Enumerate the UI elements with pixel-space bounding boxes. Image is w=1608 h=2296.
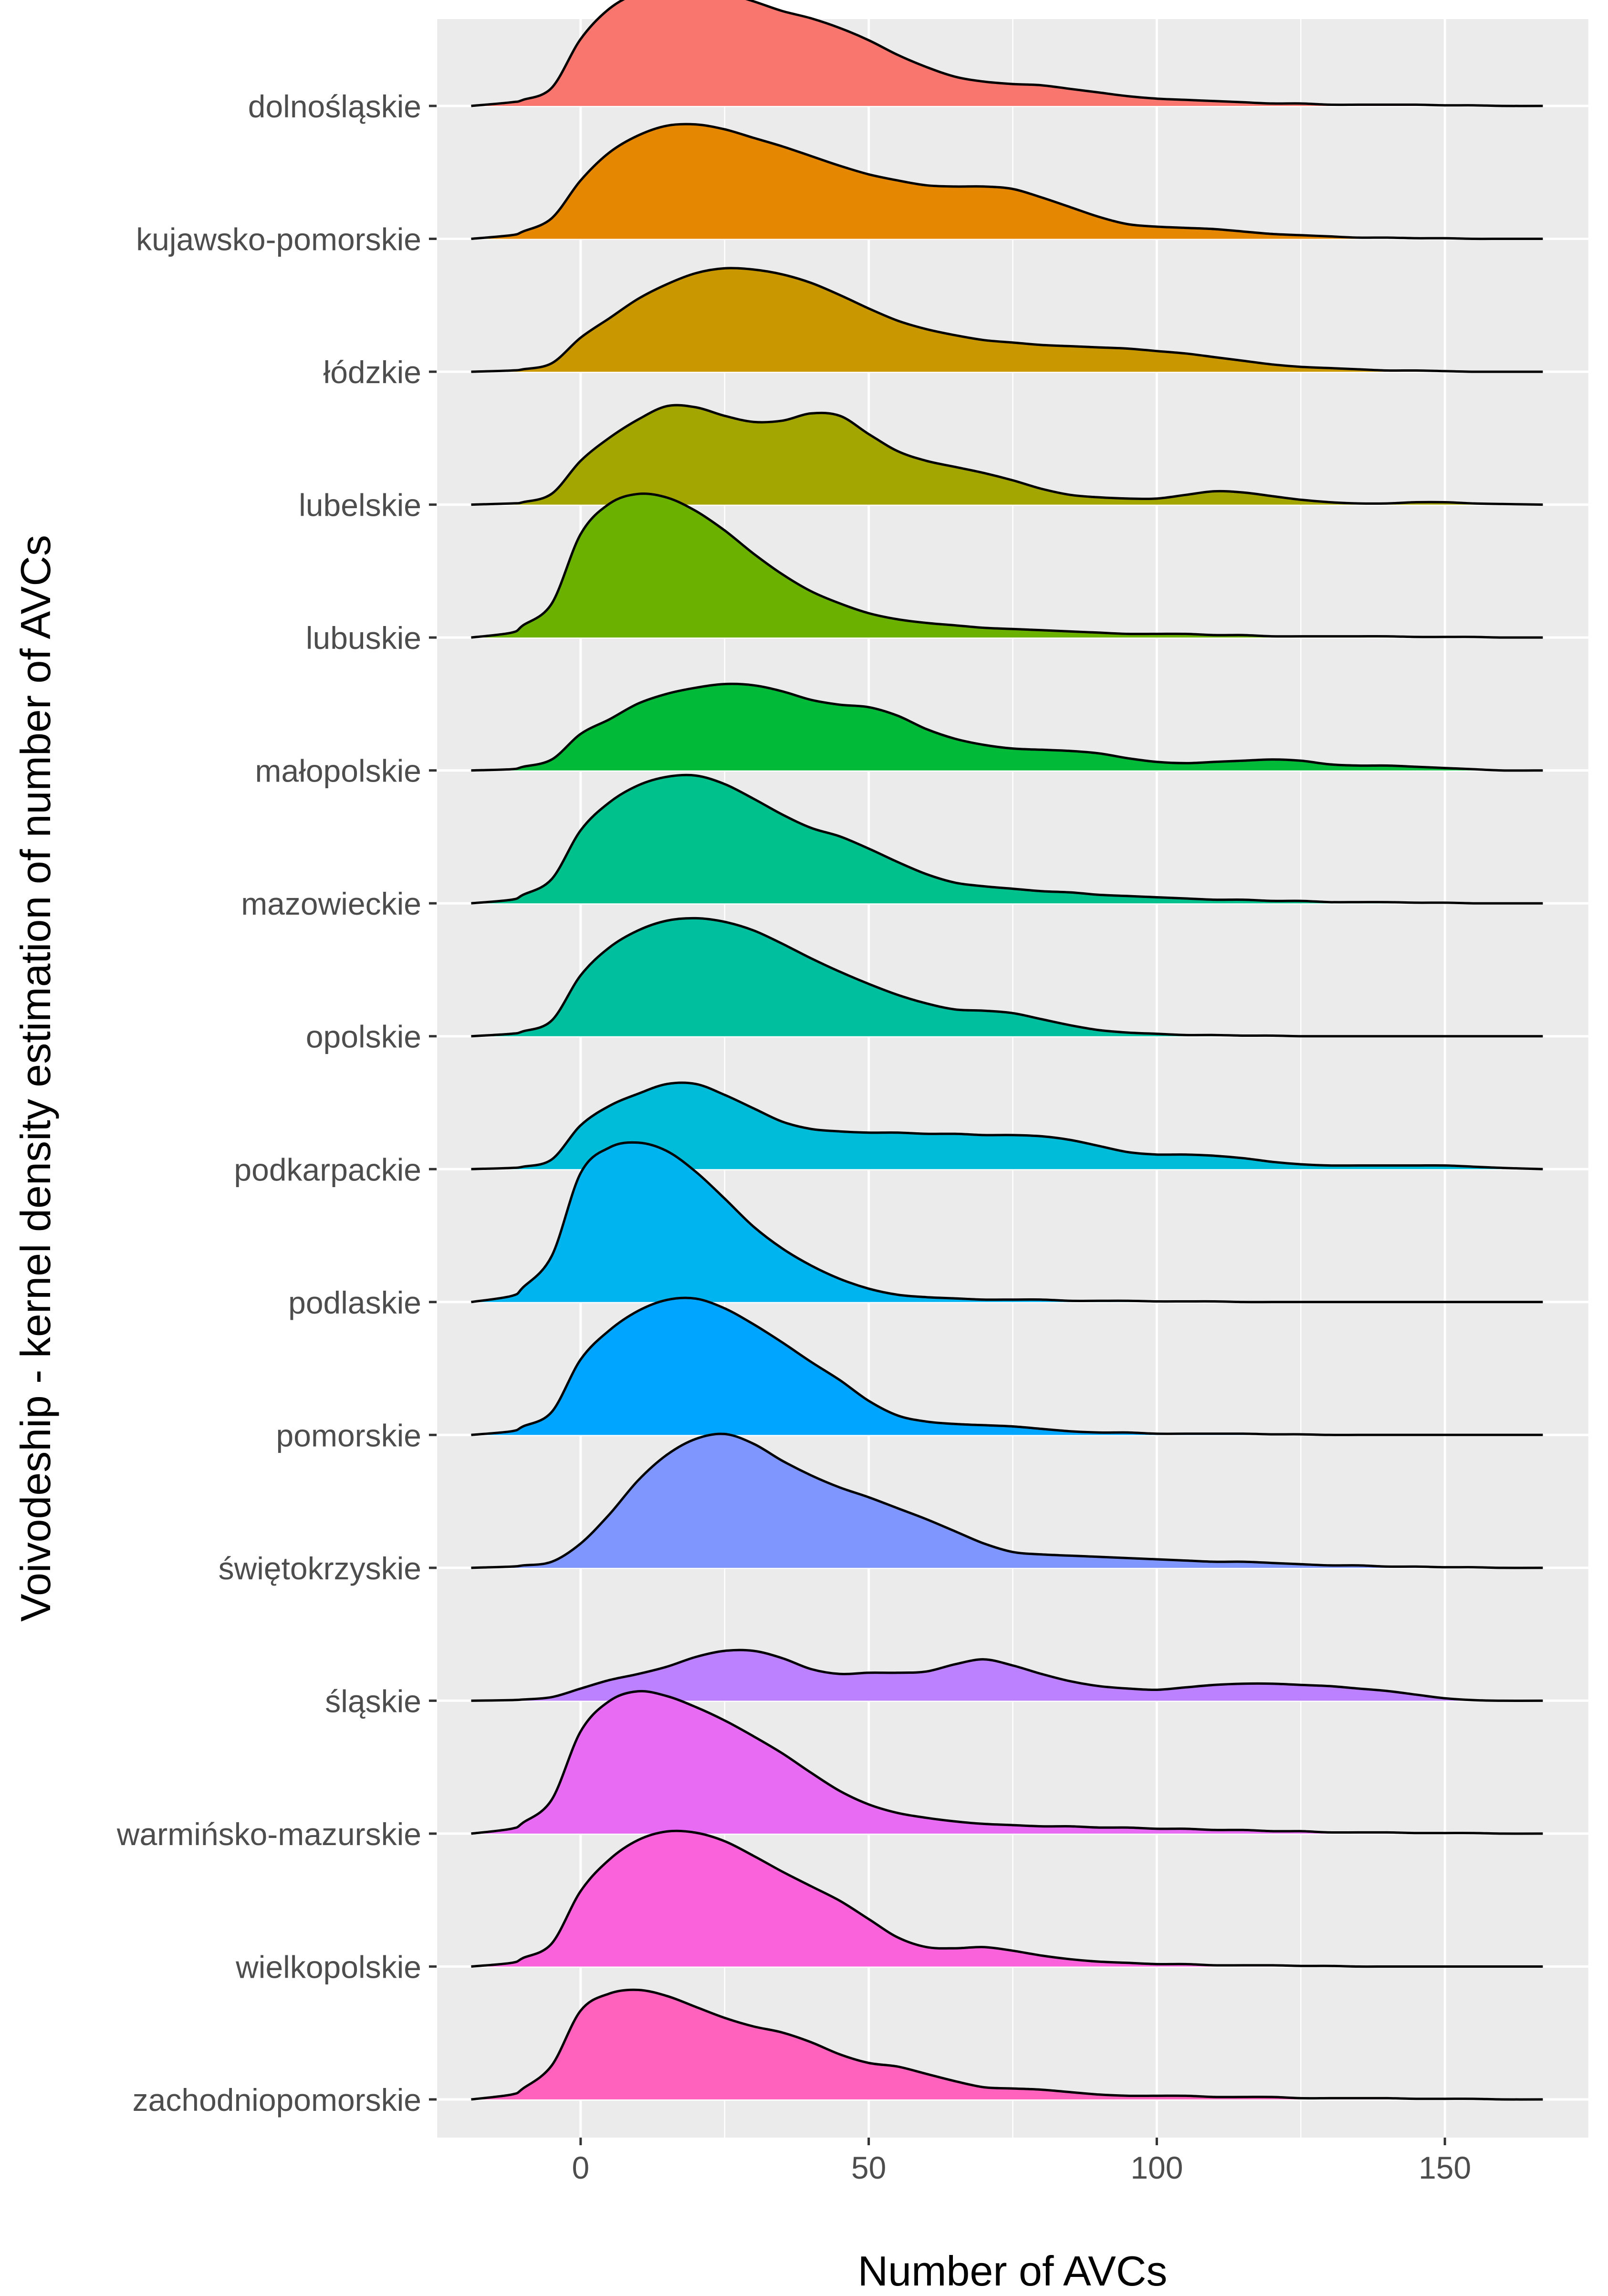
ridge-outline-malopolskie bbox=[471, 682, 1543, 772]
y-tick-label-swietokrzyskie: świętokrzyskie bbox=[219, 1551, 421, 1586]
ridge-fill-dolnoslaskie bbox=[471, 0, 1543, 106]
ridge-outline-lubelskie bbox=[471, 404, 1543, 506]
y-tick-label-malopolskie: małopolskie bbox=[255, 753, 422, 789]
density-ridges bbox=[471, 0, 1543, 2101]
ridge-outline-swietokrzyskie bbox=[471, 1432, 1543, 1569]
y-tick-label-opolskie: opolskie bbox=[306, 1019, 421, 1054]
ridge-outline-pomorskie bbox=[471, 1296, 1543, 1436]
x-axis: 0 50 100 150 bbox=[572, 2138, 1471, 2185]
ridge-outline-dolnoslaskie bbox=[471, 0, 1543, 107]
x-tick-label-100: 100 bbox=[1130, 2150, 1183, 2185]
ridge-fill-kujawsko-pomorskie bbox=[471, 124, 1543, 239]
ridge-outline-zachodniopomorskie bbox=[471, 1988, 1543, 2101]
x-tick-label-0: 0 bbox=[572, 2150, 590, 2185]
y-tick-label-warminsko-mazurskie: warmińsko-mazurskie bbox=[116, 1816, 421, 1852]
ridge-fill-podkarpackie bbox=[471, 1083, 1543, 1169]
ridge-fill-lubuskie bbox=[471, 493, 1543, 638]
ridge-fill-swietokrzyskie bbox=[471, 1434, 1543, 1568]
ridge-fill-mazowieckie bbox=[471, 775, 1543, 904]
ridge-outline-lodzkie bbox=[471, 267, 1543, 373]
ridge-fill-wielkopolskie bbox=[471, 1831, 1543, 1967]
y-tick-label-lubelskie: lubelskie bbox=[299, 488, 421, 523]
y-tick-label-kujawsko-pomorskie: kujawsko-pomorskie bbox=[136, 222, 421, 257]
ridge-outline-warminsko-mazurskie bbox=[471, 1690, 1543, 1835]
ridge-outline-podlaskie bbox=[471, 1141, 1543, 1304]
ridge-outline-slaskie bbox=[471, 1649, 1543, 1702]
ridge-outline-podkarpackie bbox=[471, 1081, 1543, 1170]
y-tick-label-wielkopolskie: wielkopolskie bbox=[235, 1949, 421, 1984]
y-tick-label-podlaskie: podlaskie bbox=[288, 1285, 421, 1320]
y-tick-label-zachodniopomorskie: zachodniopomorskie bbox=[133, 2082, 421, 2118]
y-tick-label-podkarpackie: podkarpackie bbox=[234, 1152, 421, 1187]
ridge-fill-podlaskie bbox=[471, 1142, 1543, 1302]
x-tick-label-50: 50 bbox=[851, 2150, 886, 2185]
ridge-fill-opolskie bbox=[471, 918, 1543, 1036]
x-axis-title: Number of AVCs bbox=[858, 2247, 1168, 2295]
x-tick-label-150: 150 bbox=[1419, 2150, 1471, 2185]
ridge-fill-lodzkie bbox=[471, 268, 1543, 372]
ridge-outline-kujawsko-pomorskie bbox=[471, 123, 1543, 240]
ridge-outline-lubuskie bbox=[471, 492, 1543, 639]
y-axis: dolnośląskie kujawsko-pomorskie łódzkie lub… bbox=[116, 89, 437, 2118]
ridge-outline-mazowieckie bbox=[471, 773, 1543, 905]
y-tick-label-pomorskie: pomorskie bbox=[276, 1418, 421, 1453]
ridge-outline-opolskie bbox=[471, 917, 1543, 1038]
y-tick-label-lodzkie: łódzkie bbox=[324, 355, 421, 390]
y-tick-label-lubuskie: lubuskie bbox=[306, 620, 421, 656]
ridge-fill-pomorskie bbox=[471, 1298, 1543, 1435]
ridge-fill-warminsko-mazurskie bbox=[471, 1691, 1543, 1834]
y-axis-title: Voivodeship - kernel density estimation … bbox=[12, 535, 59, 1622]
y-tick-label-slaskie: śląskie bbox=[325, 1683, 421, 1719]
ridge-outline-wielkopolskie bbox=[471, 1829, 1543, 1968]
ridge-fill-zachodniopomorskie bbox=[471, 1990, 1543, 2100]
ridge-fill-slaskie bbox=[471, 1650, 1543, 1701]
ridge-fill-malopolskie bbox=[471, 684, 1543, 771]
y-tick-label-mazowieckie: mazowieckie bbox=[241, 886, 421, 921]
y-tick-label-dolnoslaskie: dolnośląskie bbox=[248, 89, 421, 124]
ridge-fill-lubelskie bbox=[471, 405, 1543, 505]
